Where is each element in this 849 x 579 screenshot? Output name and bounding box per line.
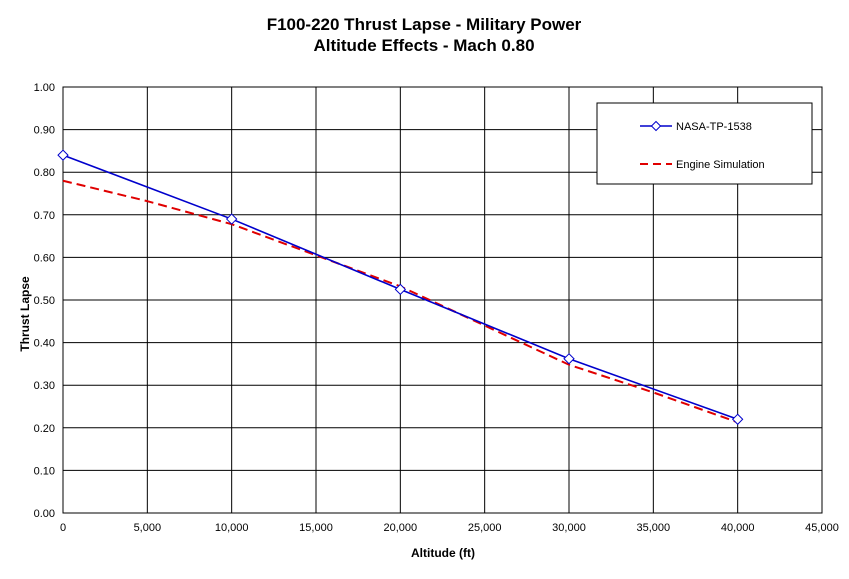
legend-label-engine-sim: Engine Simulation	[676, 159, 765, 171]
x-axis-label: Altitude (ft)	[411, 546, 475, 560]
x-tick-label: 25,000	[468, 522, 502, 534]
y-tick-label: 0.70	[34, 210, 55, 222]
x-tick-label: 40,000	[721, 522, 755, 534]
plot-area-border	[62, 86, 823, 514]
x-tick-label: 5,000	[134, 522, 162, 534]
data-point-0-3	[563, 353, 575, 365]
legend: NASA-TP-1538 Engine Simulation	[596, 102, 813, 185]
data-point-0-1	[225, 213, 238, 225]
chart-subtitle: Altitude Effects - Mach 0.80	[313, 36, 534, 55]
legend-marker-nasa	[650, 120, 662, 132]
y-axis-label: Thrust Lapse	[18, 276, 32, 352]
x-tick-label: 0	[60, 522, 66, 534]
y-tick-label: 0.20	[34, 423, 55, 435]
legend-box	[596, 102, 813, 185]
x-tick-label: 45,000	[805, 522, 839, 534]
y-tick-label: 0.90	[34, 125, 55, 137]
chart-title: F100-220 Thrust Lapse - Military Power	[267, 15, 582, 34]
data-point-0-4	[731, 413, 744, 425]
y-axis-ticks: 0.00 0.10 0.20 0.30 0.40 0.50 0.60 0.70 0.80 0.90…	[34, 82, 55, 520]
x-tick-label: 15,000	[299, 522, 333, 534]
x-tick-label: 30,000	[552, 522, 586, 534]
y-tick-label: 0.30	[34, 380, 55, 392]
data-point-0-2	[394, 283, 407, 296]
x-tick-label: 10,000	[215, 522, 249, 534]
y-tick-label: 0.40	[34, 338, 55, 350]
legend-label-nasa: NASA-TP-1538	[676, 121, 752, 133]
y-tick-label: 1.00	[34, 82, 55, 94]
data-point-0-0	[57, 149, 69, 161]
y-tick-label: 0.60	[34, 252, 55, 264]
y-tick-label: 0.50	[34, 295, 55, 307]
x-axis-ticks: 0 5,000 10,000 15,000 20,000 25,000 30,000 35,0…	[60, 522, 839, 534]
x-tick-label: 35,000	[637, 522, 671, 534]
y-tick-label: 0.00	[34, 508, 55, 520]
y-tick-label: 0.80	[34, 167, 55, 179]
y-tick-label: 0.10	[34, 465, 55, 477]
x-tick-label: 20,000	[384, 522, 418, 534]
series-layer	[57, 149, 744, 425]
